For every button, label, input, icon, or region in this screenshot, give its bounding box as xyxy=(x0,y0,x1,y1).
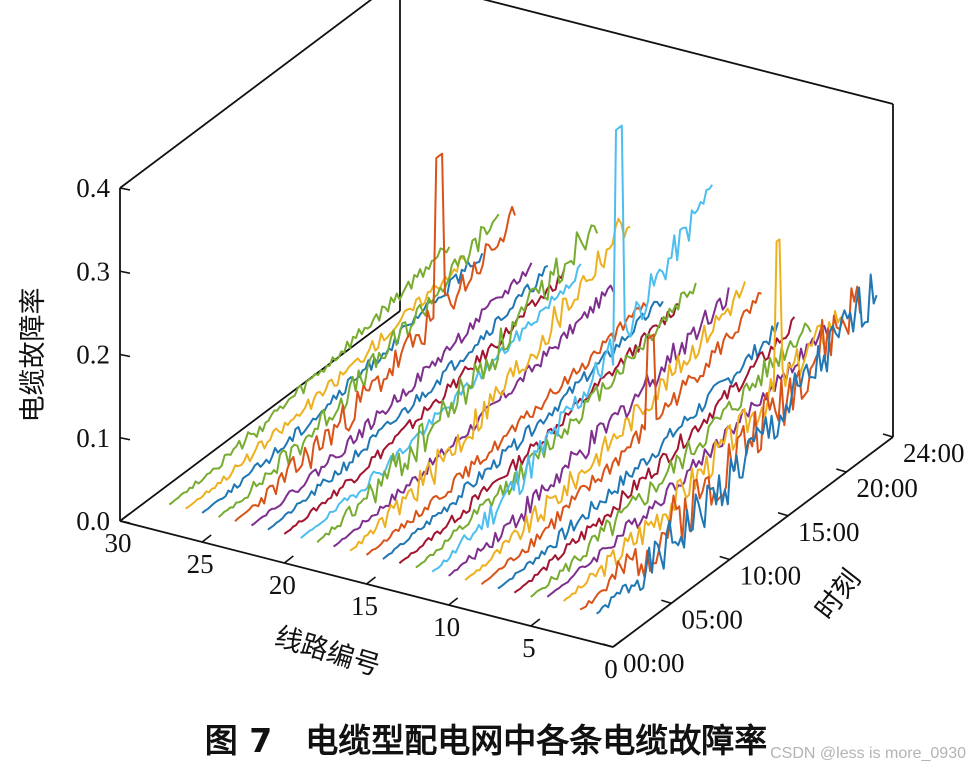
x-tick xyxy=(201,534,212,543)
series-line-8 xyxy=(480,292,762,586)
y-tick xyxy=(719,555,730,561)
z-axis-ticks: 0.0 0.1 0.2 0.3 0.4 xyxy=(76,173,131,536)
y-tick xyxy=(602,643,614,648)
z-tick xyxy=(119,520,131,524)
z-tick xyxy=(119,353,131,358)
series-line-23 xyxy=(234,152,516,523)
x-tick xyxy=(366,576,376,585)
series-line-24 xyxy=(217,213,500,518)
x-tick xyxy=(448,597,459,606)
series-line-25 xyxy=(201,252,484,514)
z-tick-label: 0.3 xyxy=(76,256,110,286)
x-tick xyxy=(119,513,130,522)
z-tick-label: 0.0 xyxy=(76,506,110,536)
series-line-11 xyxy=(431,124,714,573)
series-line-2 xyxy=(579,285,862,611)
z-tick-label: 0.4 xyxy=(76,173,110,203)
y-tick xyxy=(661,599,672,605)
series-line-1 xyxy=(596,273,878,615)
back-top-edge-right xyxy=(482,0,894,105)
z-tick-label: 0.1 xyxy=(76,423,110,453)
y-tick-label: 20:00 xyxy=(856,473,918,503)
series-line-21 xyxy=(267,264,549,531)
series-line-9 xyxy=(464,281,747,581)
series-line-7 xyxy=(497,322,779,590)
y-axis-label: 时刻 xyxy=(809,564,867,626)
series-line-13 xyxy=(398,303,680,565)
z-tick xyxy=(119,436,131,441)
x-tick xyxy=(612,639,623,648)
back-top-edge-left xyxy=(119,0,373,189)
x-tick-label: 25 xyxy=(187,549,214,579)
x-tick-label: 15 xyxy=(351,591,378,621)
y-tick-label: 05:00 xyxy=(681,604,743,634)
y-tick-label: 24:00 xyxy=(903,438,965,468)
series-line-6 xyxy=(513,316,796,594)
series-line-3 xyxy=(563,238,845,602)
y-tick xyxy=(777,511,789,517)
series-line-26 xyxy=(185,256,466,510)
series-line-16 xyxy=(349,217,631,552)
y-axis-ticks: 00:00 05:00 10:00 15:00 20:00 24:00 xyxy=(602,433,965,678)
series-line-4 xyxy=(546,324,829,598)
y-tick xyxy=(836,468,847,473)
x-tick-label: 5 xyxy=(522,633,536,663)
x-tick-label: 30 xyxy=(105,528,132,558)
watermark: CSDN @less is more_0930 xyxy=(770,745,966,762)
x-tick xyxy=(283,555,294,564)
x-tick-label: 0 xyxy=(604,654,618,684)
series-line-22 xyxy=(250,262,533,527)
z-axis-label: 电缆故障率 xyxy=(18,288,49,423)
figure-caption: 图 7 电缆型配电网中各条电缆故障率 xyxy=(205,721,767,760)
y-tick xyxy=(882,433,894,438)
y-tick-label: 10:00 xyxy=(740,561,802,591)
z-tick-label: 0.2 xyxy=(76,340,110,370)
x-tick-label: 20 xyxy=(269,570,296,600)
series-lines xyxy=(168,124,878,615)
series-line-14 xyxy=(382,300,664,560)
series-line-27 xyxy=(168,246,451,506)
y-tick-label: 15:00 xyxy=(798,517,860,547)
x-tick-label: 10 xyxy=(433,612,460,642)
series-line-18 xyxy=(316,224,599,544)
x-tick xyxy=(530,618,541,627)
y-tick-label: 00:00 xyxy=(623,648,685,678)
z-tick xyxy=(119,270,131,275)
x-axis-ticks: 0 5 10 15 20 25 30 xyxy=(105,513,623,684)
x-axis-label: 线路编号 xyxy=(271,621,383,682)
series-line-5 xyxy=(530,322,812,598)
z-tick xyxy=(119,187,131,191)
series-line-15 xyxy=(365,302,648,556)
series-line-10 xyxy=(448,287,730,577)
back-floor-edge xyxy=(119,310,401,522)
